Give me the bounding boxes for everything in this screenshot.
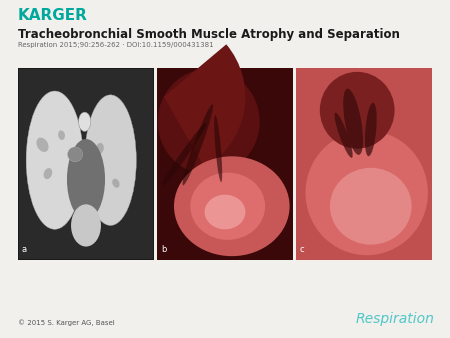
Bar (296, 68, 432, 260)
Ellipse shape (71, 204, 101, 246)
Ellipse shape (320, 72, 395, 149)
Ellipse shape (334, 113, 353, 158)
Ellipse shape (330, 168, 412, 245)
Ellipse shape (365, 103, 377, 156)
Ellipse shape (174, 156, 290, 256)
Ellipse shape (44, 168, 52, 179)
Text: Tracheobronchial Smooth Muscle Atrophy and Separation: Tracheobronchial Smooth Muscle Atrophy a… (18, 28, 400, 41)
Text: Respiration: Respiration (356, 312, 435, 326)
Ellipse shape (78, 112, 91, 131)
Ellipse shape (112, 178, 120, 188)
Ellipse shape (85, 95, 136, 225)
Ellipse shape (162, 123, 207, 186)
Bar (157, 68, 293, 260)
Wedge shape (164, 44, 245, 167)
Ellipse shape (205, 195, 245, 229)
Ellipse shape (306, 130, 428, 255)
Text: © 2015 S. Karger AG, Basel: © 2015 S. Karger AG, Basel (18, 319, 115, 326)
Text: Respiration 2015;90:256-262 · DOI:10.1159/000431381: Respiration 2015;90:256-262 · DOI:10.115… (18, 42, 214, 48)
Ellipse shape (67, 139, 105, 220)
Ellipse shape (343, 89, 363, 155)
Ellipse shape (36, 138, 49, 152)
Ellipse shape (190, 173, 265, 240)
Text: a: a (22, 245, 27, 254)
Text: b: b (161, 245, 166, 254)
Ellipse shape (95, 143, 104, 154)
Ellipse shape (26, 91, 83, 229)
Text: KARGER: KARGER (18, 8, 88, 23)
Ellipse shape (58, 130, 65, 140)
Ellipse shape (183, 104, 213, 186)
Ellipse shape (158, 69, 260, 174)
Bar (18, 68, 154, 260)
Circle shape (68, 147, 83, 162)
Text: c: c (300, 245, 305, 254)
Bar (19, 69, 153, 259)
Ellipse shape (214, 115, 222, 182)
